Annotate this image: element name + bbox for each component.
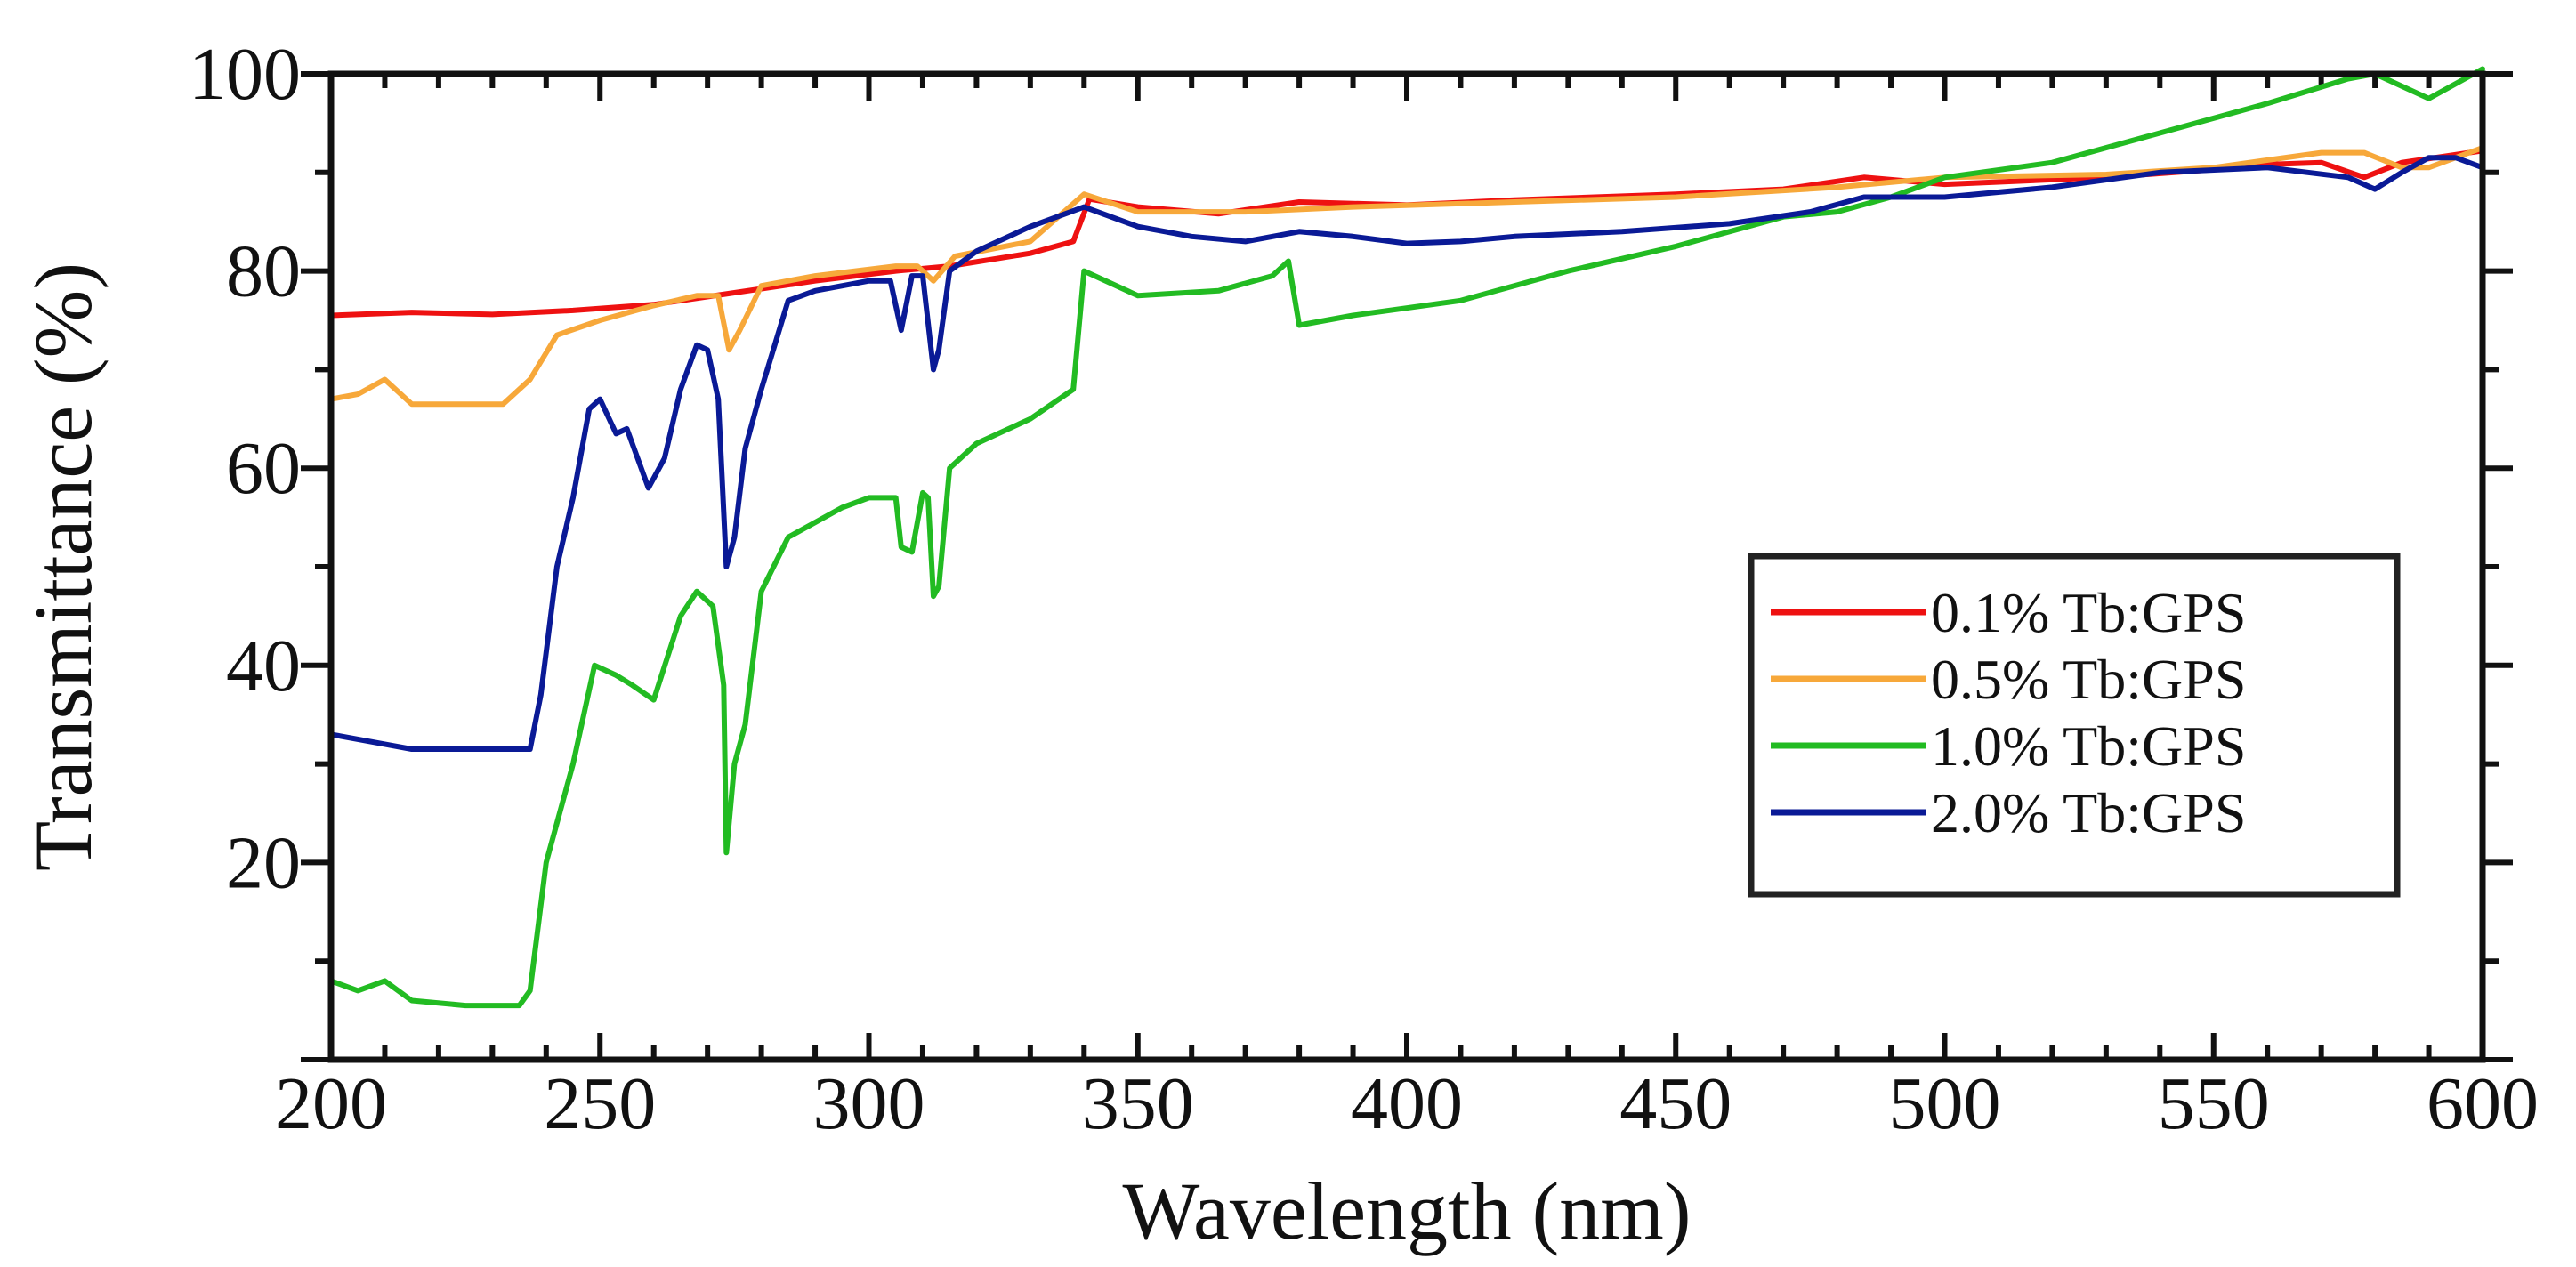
legend-label: 1.0% Tb:GPS	[1931, 714, 2246, 778]
plot-frame	[327, 70, 2486, 1063]
legend-label: 0.5% Tb:GPS	[1931, 648, 2246, 711]
x-tick-label: 450	[1619, 1062, 1732, 1145]
legend-label: 0.1% Tb:GPS	[1931, 581, 2246, 644]
x-tick-label: 500	[1889, 1062, 2001, 1145]
x-tick-label: 600	[2427, 1062, 2539, 1145]
x-axis-title: Wavelength (nm)	[1123, 1166, 1692, 1256]
x-tick-label: 250	[544, 1062, 656, 1145]
series-layer	[328, 66, 2485, 1009]
x-tick-label: 550	[2158, 1062, 2270, 1145]
y-tick-label: 100	[189, 33, 301, 116]
y-tick-label: 80	[226, 230, 301, 313]
series-line	[328, 145, 2485, 408]
legend-label: 2.0% Tb:GPS	[1931, 781, 2246, 844]
y-tick-label: 40	[226, 625, 301, 707]
x-tick-label: 300	[813, 1062, 925, 1145]
axis-ticks	[301, 71, 2513, 1062]
x-tick-label: 200	[275, 1062, 387, 1145]
series-line	[328, 66, 2485, 1009]
y-tick-labels: 20 40 60 80 100	[189, 33, 301, 904]
x-tick-labels: 200 250 300 350 400 450 500 550 600	[275, 1062, 2539, 1145]
x-tick-label: 350	[1082, 1062, 1194, 1145]
y-axis-title: Transmittance (%)	[18, 262, 109, 871]
x-tick-label: 400	[1351, 1062, 1463, 1145]
series-line	[328, 148, 2485, 319]
y-tick-label: 60	[226, 427, 301, 510]
series-line	[328, 155, 2485, 752]
y-tick-label: 20	[226, 821, 301, 904]
